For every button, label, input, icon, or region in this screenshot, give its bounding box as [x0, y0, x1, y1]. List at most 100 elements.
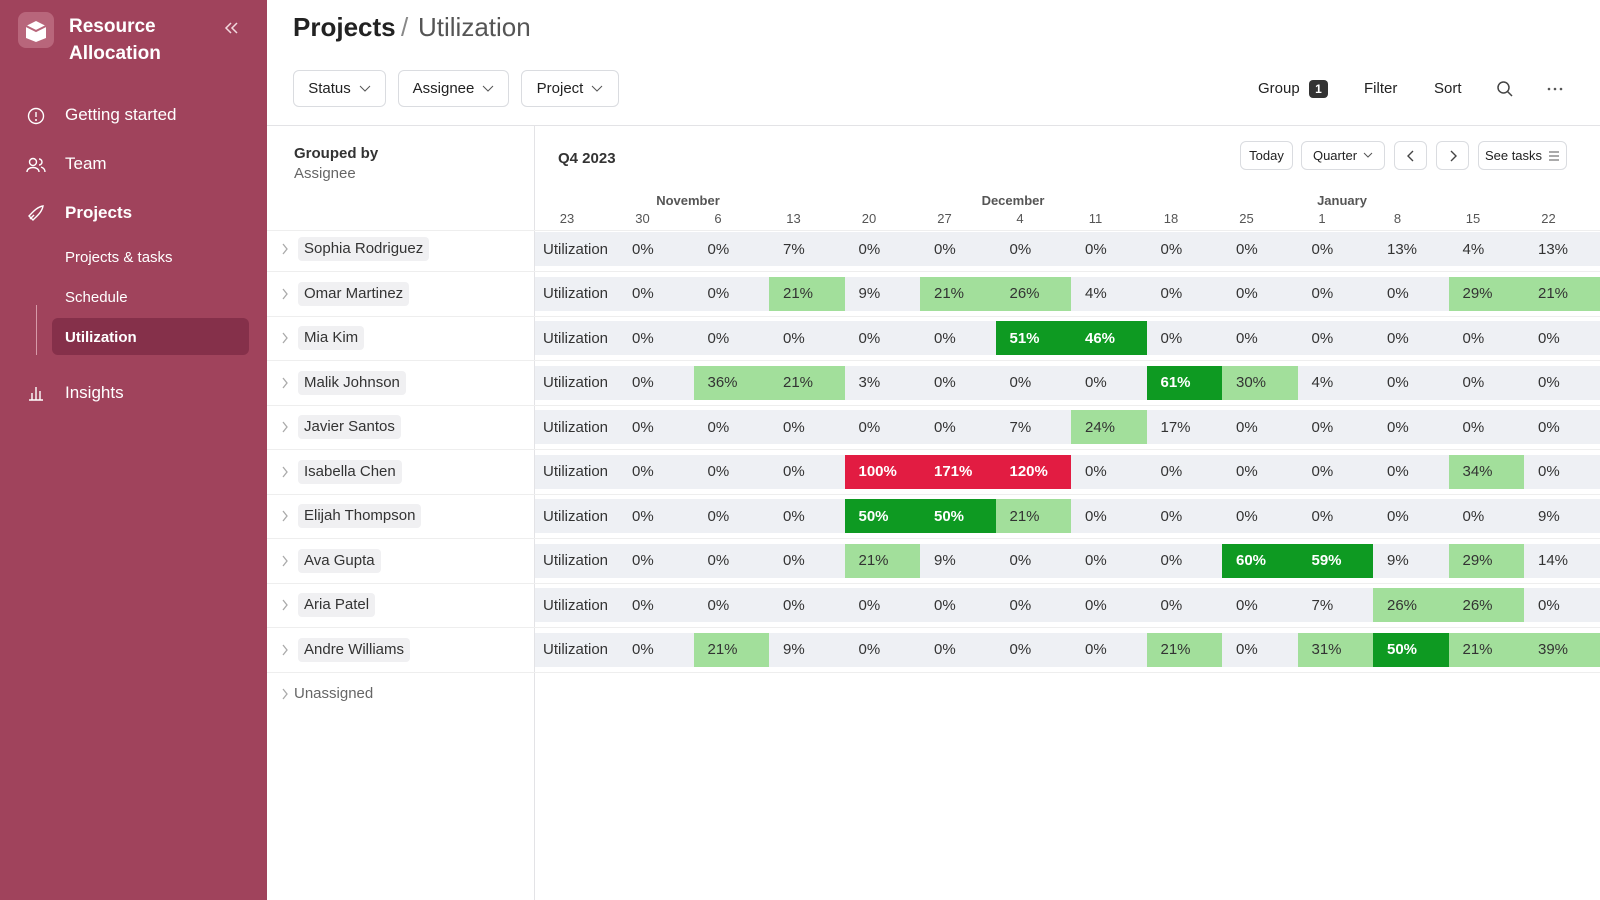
list-icon [1549, 151, 1560, 160]
assignee-name[interactable]: Mia Kim [298, 326, 365, 350]
assignee-name[interactable]: Andre Williams [298, 637, 411, 662]
utilization-cell: 0% [769, 543, 845, 578]
collapse-icon[interactable] [223, 20, 239, 36]
utilization-cell: 0% [618, 365, 694, 400]
assignee-name[interactable]: Isabella Chen [298, 459, 402, 484]
filter-button[interactable]: Assignee [398, 70, 509, 107]
subnav-item[interactable]: Schedule [65, 289, 128, 306]
week-label: 18 [1163, 211, 1179, 226]
next-button[interactable] [1436, 141, 1469, 170]
assignee-name[interactable]: Omar Martinez [298, 281, 410, 306]
filter-button[interactable]: Project [521, 70, 619, 107]
utilization-cell: 0% [1373, 321, 1449, 355]
subnav-item-active[interactable]: Utilization [65, 329, 137, 346]
utilization-cell: 0% [769, 499, 845, 533]
assignee-name[interactable]: Malik Johnson [298, 370, 406, 395]
utilization-cell: 0% [693, 232, 770, 266]
utilization-cell: 0% [995, 632, 1072, 667]
nav-item[interactable]: Getting started [65, 105, 177, 124]
utilization-cell: 21% [1448, 632, 1525, 667]
utilization-cell: 0% [1146, 454, 1223, 489]
row-divider [267, 493, 1600, 495]
week-label: 20 [861, 211, 877, 226]
utilization-cell: 0% [1146, 588, 1223, 622]
expand-chevron[interactable] [281, 644, 289, 656]
utilization-cell: 13% [1373, 232, 1449, 266]
utilization-cell: 21% [1524, 276, 1600, 311]
utilization-cell: 21% [920, 276, 996, 311]
utilization-cell: 0% [618, 232, 694, 266]
filter-button[interactable]: Status [293, 70, 386, 107]
active-item-bg [52, 318, 249, 355]
see-tasks-button[interactable]: See tasks [1478, 141, 1567, 170]
period-label: Q4 2023 [558, 150, 616, 167]
grouped-by-label: Grouped by [294, 145, 379, 162]
filter-action[interactable]: Filter [1364, 80, 1398, 97]
utilization-cell: 0% [844, 321, 921, 355]
divider [534, 125, 535, 900]
subnav-item[interactable]: Projects & tasks [65, 249, 173, 266]
utilization-cell: 21% [693, 632, 770, 667]
utilization-cell: 24% [1071, 410, 1147, 444]
utilization-cell: 0% [995, 232, 1072, 266]
utilization-cell: 0% [1071, 232, 1147, 266]
expand-chevron[interactable] [281, 421, 289, 433]
utilization-cell: 0% [920, 410, 996, 444]
expand-chevron[interactable] [281, 510, 289, 522]
utilization-cell: 0% [1448, 321, 1525, 355]
more-icon[interactable] [1546, 86, 1564, 92]
unassigned-group[interactable]: Unassigned [294, 685, 374, 702]
utilization-cell: 0% [618, 454, 694, 489]
utilization-cell: 0% [1373, 410, 1449, 444]
grouped-by-value[interactable]: Assignee [294, 165, 356, 182]
utilization-cell: 51% [995, 321, 1072, 355]
filter-label: Assignee [412, 80, 475, 97]
assignee-name[interactable]: Elijah Thompson [298, 504, 422, 528]
utilization-cell: 0% [1071, 499, 1147, 533]
utilization-cell: 0% [1297, 410, 1374, 444]
button-label: See tasks [1484, 148, 1543, 163]
prev-button[interactable] [1394, 141, 1427, 170]
assignee-name[interactable]: Sophia Rodriguez [298, 237, 430, 261]
metric-label: Utilization [535, 632, 618, 667]
utilization-cell: 0% [995, 365, 1072, 400]
expand-chevron[interactable] [281, 555, 289, 567]
utilization-cell: 0% [1222, 454, 1298, 489]
group-button[interactable]: Group [1258, 80, 1300, 97]
expand-chevron[interactable] [281, 243, 289, 255]
assignee-name[interactable]: Ava Gupta [298, 548, 381, 573]
utilization-cell: 0% [920, 632, 996, 667]
utilization-cell: 0% [1071, 588, 1147, 622]
insights-icon [29, 387, 43, 401]
workspace-name[interactable]: Resource Allocation [69, 16, 161, 64]
utilization-cell: 26% [995, 276, 1072, 311]
expand-chevron[interactable] [281, 288, 289, 300]
utilization-cell: 14% [1524, 543, 1600, 578]
chevron [1363, 152, 1373, 158]
expand-chevron[interactable] [281, 688, 289, 700]
expand-chevron[interactable] [281, 377, 289, 389]
nav-item[interactable]: Team [65, 154, 107, 173]
utilization-cell: 50% [844, 499, 921, 533]
assignee-name[interactable]: Aria Patel [298, 593, 376, 617]
assignee-name[interactable]: Javier Santos [298, 415, 401, 439]
expand-chevron[interactable] [281, 332, 289, 344]
utilization-cell: 0% [1297, 276, 1374, 311]
today-button[interactable]: Today [1240, 141, 1293, 170]
nav-item[interactable]: Projects [65, 203, 133, 222]
utilization-cell: 0% [1146, 232, 1223, 266]
row-divider [267, 404, 1600, 406]
sort-action[interactable]: Sort [1434, 80, 1462, 97]
week-label: 30 [635, 211, 650, 226]
week-label: 6 [714, 211, 722, 226]
utilization-cell: 0% [844, 232, 921, 266]
search-icon[interactable] [1496, 80, 1514, 98]
utilization-cell: 0% [693, 588, 770, 622]
utilization-cell: 46% [1071, 321, 1147, 355]
utilization-cell: 21% [844, 543, 921, 578]
expand-chevron[interactable] [281, 466, 289, 478]
range-button[interactable]: Quarter [1301, 141, 1385, 170]
expand-chevron[interactable] [281, 599, 289, 611]
nav-item[interactable]: Insights [65, 383, 124, 402]
